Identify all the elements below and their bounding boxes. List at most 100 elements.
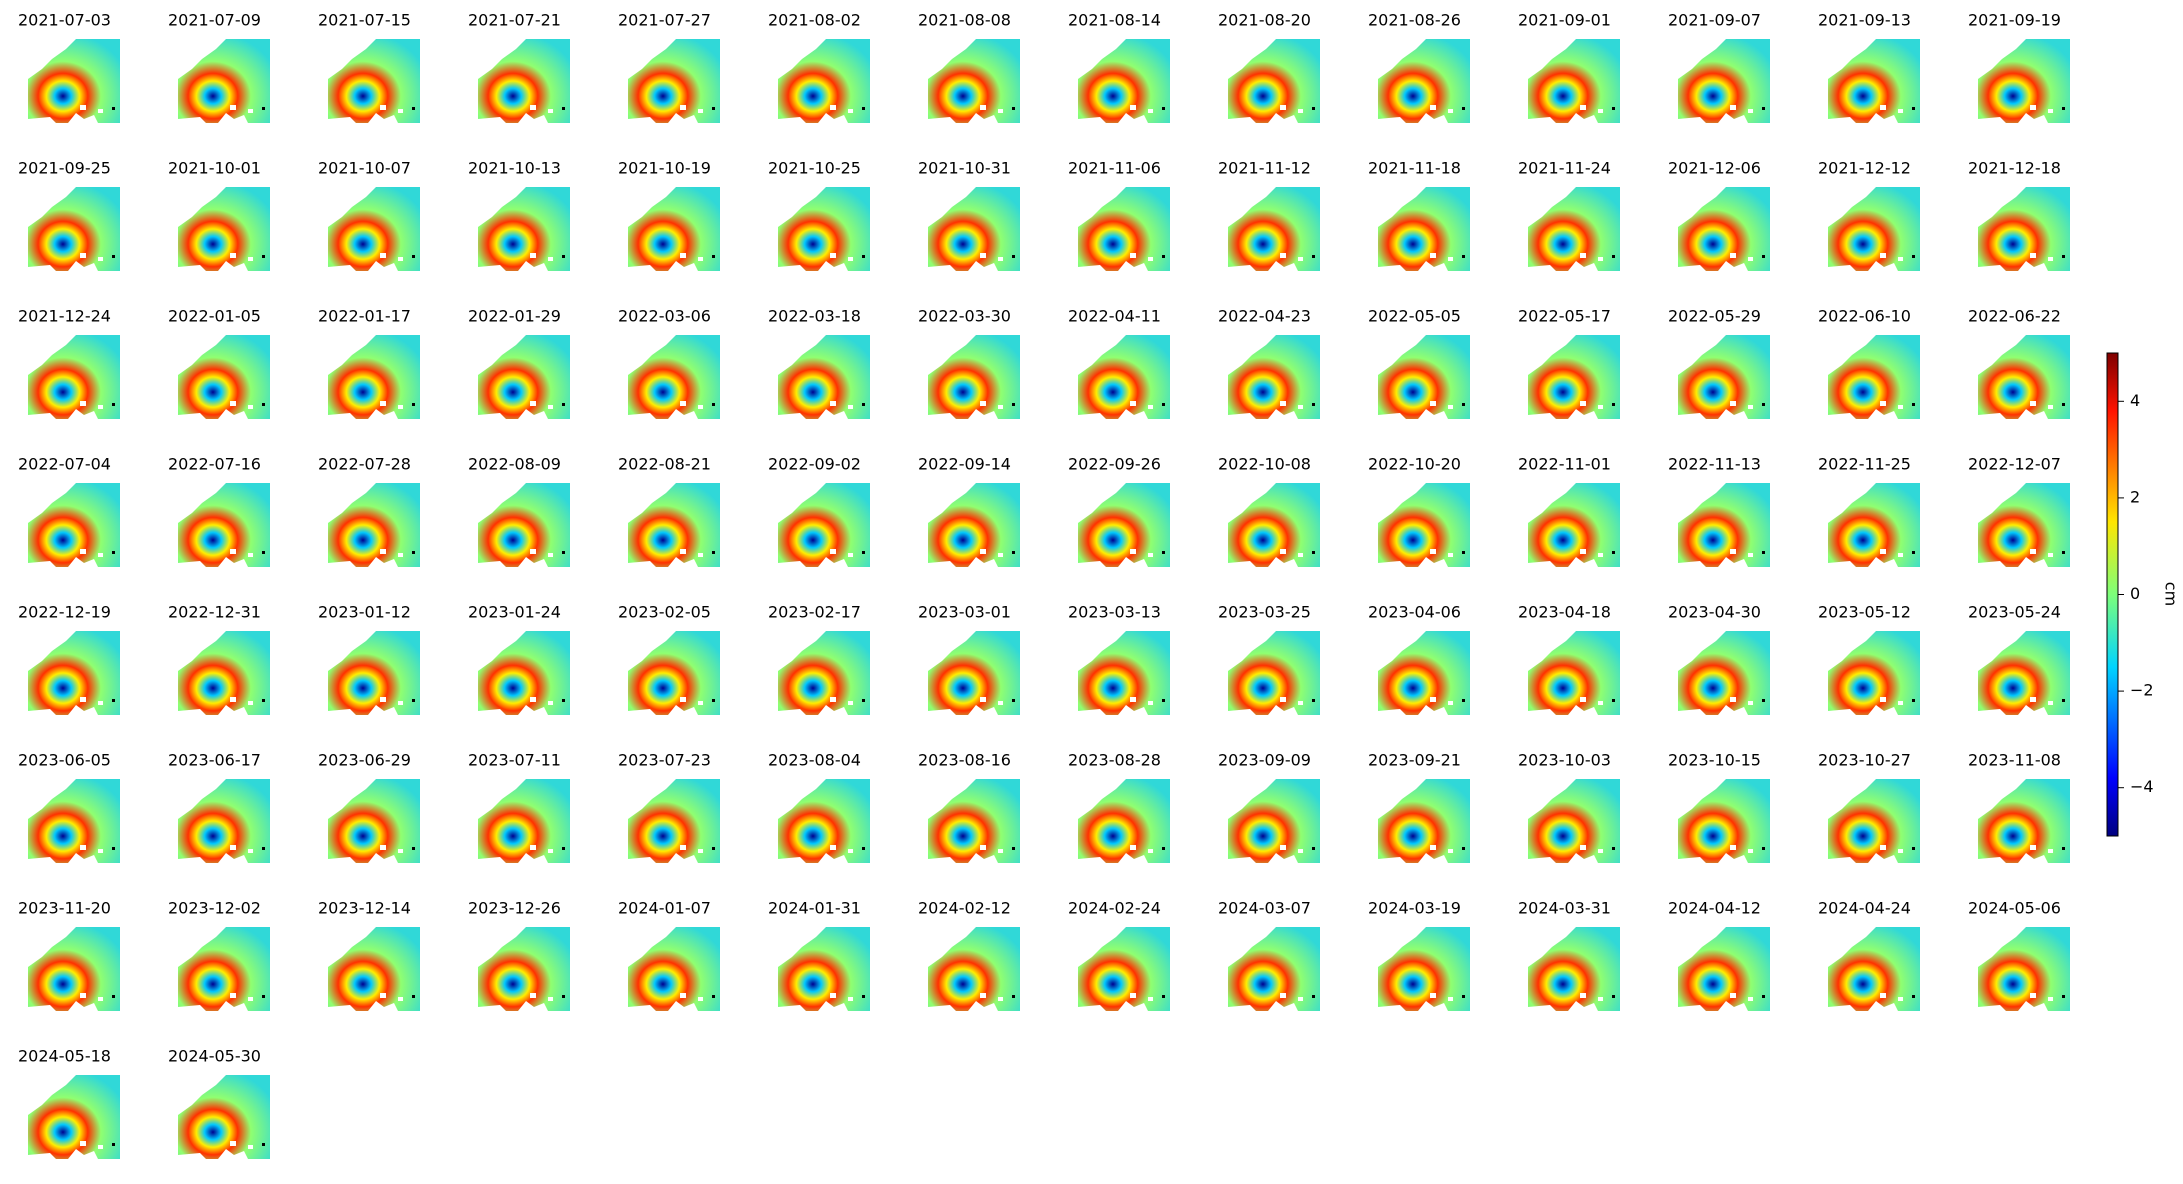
panel-title: 2021-11-18 — [1368, 159, 1461, 178]
panel-image — [928, 779, 1020, 863]
panel-image — [1678, 483, 1770, 567]
panel-title: 2023-08-16 — [918, 751, 1011, 770]
panel-image — [1978, 779, 2070, 863]
panel-title: 2021-09-25 — [18, 159, 111, 178]
panel-image — [778, 39, 870, 123]
panel-title: 2022-05-17 — [1518, 307, 1611, 326]
panel-image — [1678, 631, 1770, 715]
panel-image — [1978, 335, 2070, 419]
panel-title: 2022-12-07 — [1968, 455, 2061, 474]
panel-title: 2022-05-05 — [1368, 307, 1461, 326]
panel-image — [478, 187, 570, 271]
panel-title: 2024-01-07 — [618, 899, 711, 918]
panel-image — [1078, 187, 1170, 271]
panel-image — [1078, 779, 1170, 863]
panel-image — [628, 927, 720, 1011]
panel-image — [478, 779, 570, 863]
panel-title: 2023-05-24 — [1968, 603, 2061, 622]
panel-title: 2022-08-21 — [618, 455, 711, 474]
panel-title: 2021-08-02 — [768, 11, 861, 30]
colorbar — [2106, 352, 2119, 837]
colorbar-tick-label: 0 — [2130, 584, 2140, 603]
panel-image — [178, 187, 270, 271]
panel-title: 2022-09-26 — [1068, 455, 1161, 474]
panel-title: 2021-12-24 — [18, 307, 111, 326]
panel-title: 2022-12-31 — [168, 603, 261, 622]
panel-image — [1528, 779, 1620, 863]
panel-title: 2021-11-12 — [1218, 159, 1311, 178]
panel-title: 2021-10-25 — [768, 159, 861, 178]
panel-title: 2021-12-06 — [1668, 159, 1761, 178]
panel-title: 2023-07-23 — [618, 751, 711, 770]
panel-image — [178, 335, 270, 419]
colorbar-tick-label: 4 — [2130, 391, 2140, 410]
panel-image — [1528, 631, 1620, 715]
panel-title: 2021-08-20 — [1218, 11, 1311, 30]
panel-title: 2022-03-06 — [618, 307, 711, 326]
panel-title: 2022-11-13 — [1668, 455, 1761, 474]
panel-title: 2022-09-14 — [918, 455, 1011, 474]
panel-title: 2022-07-16 — [168, 455, 261, 474]
panel-title: 2023-06-05 — [18, 751, 111, 770]
panel-image — [778, 335, 870, 419]
panel-title: 2022-01-17 — [318, 307, 411, 326]
panel-image — [1978, 187, 2070, 271]
panel-title: 2021-10-19 — [618, 159, 711, 178]
panel-title: 2023-11-20 — [18, 899, 111, 918]
panel-title: 2023-03-25 — [1218, 603, 1311, 622]
panel-title: 2023-10-27 — [1818, 751, 1911, 770]
panel-title: 2024-01-31 — [768, 899, 861, 918]
panel-image — [928, 631, 1020, 715]
panel-title: 2021-09-01 — [1518, 11, 1611, 30]
panel-image — [1828, 39, 1920, 123]
panel-title: 2023-07-11 — [468, 751, 561, 770]
panel-title: 2021-10-01 — [168, 159, 261, 178]
panel-title: 2022-01-29 — [468, 307, 561, 326]
panel-image — [1228, 335, 1320, 419]
panel-image — [1828, 187, 1920, 271]
panel-image — [928, 483, 1020, 567]
panel-title: 2023-12-14 — [318, 899, 411, 918]
panel-image — [28, 483, 120, 567]
panel-image — [28, 1075, 120, 1159]
panel-title: 2021-08-08 — [918, 11, 1011, 30]
panel-title: 2022-04-11 — [1068, 307, 1161, 326]
colorbar-label: cm — [2162, 582, 2181, 606]
panel-image — [928, 335, 1020, 419]
panel-image — [1378, 631, 1470, 715]
panel-image — [1528, 483, 1620, 567]
panel-title: 2021-12-18 — [1968, 159, 2061, 178]
panel-title: 2021-09-19 — [1968, 11, 2061, 30]
panel-title: 2023-08-28 — [1068, 751, 1161, 770]
panel-image — [628, 187, 720, 271]
panel-title: 2021-10-31 — [918, 159, 1011, 178]
panel-image — [28, 631, 120, 715]
panel-image — [1828, 335, 1920, 419]
panel-title: 2022-04-23 — [1218, 307, 1311, 326]
panel-title: 2024-03-19 — [1368, 899, 1461, 918]
panel-image — [328, 779, 420, 863]
panel-title: 2023-12-26 — [468, 899, 561, 918]
panel-title: 2022-10-20 — [1368, 455, 1461, 474]
panel-title: 2023-04-30 — [1668, 603, 1761, 622]
panel-image — [1228, 39, 1320, 123]
panel-image — [478, 335, 570, 419]
panel-image — [28, 335, 120, 419]
panel-image — [178, 779, 270, 863]
panel-title: 2021-09-07 — [1668, 11, 1761, 30]
panel-image — [1528, 927, 1620, 1011]
panel-title: 2021-08-26 — [1368, 11, 1461, 30]
panel-title: 2023-03-01 — [918, 603, 1011, 622]
panel-image — [28, 779, 120, 863]
panel-title: 2022-11-25 — [1818, 455, 1911, 474]
panel-image — [1078, 483, 1170, 567]
panel-image — [1828, 779, 1920, 863]
panel-title: 2023-12-02 — [168, 899, 261, 918]
panel-image — [1078, 39, 1170, 123]
panel-title: 2022-11-01 — [1518, 455, 1611, 474]
panel-image — [1228, 631, 1320, 715]
panel-title: 2022-03-30 — [918, 307, 1011, 326]
panel-title: 2024-02-24 — [1068, 899, 1161, 918]
